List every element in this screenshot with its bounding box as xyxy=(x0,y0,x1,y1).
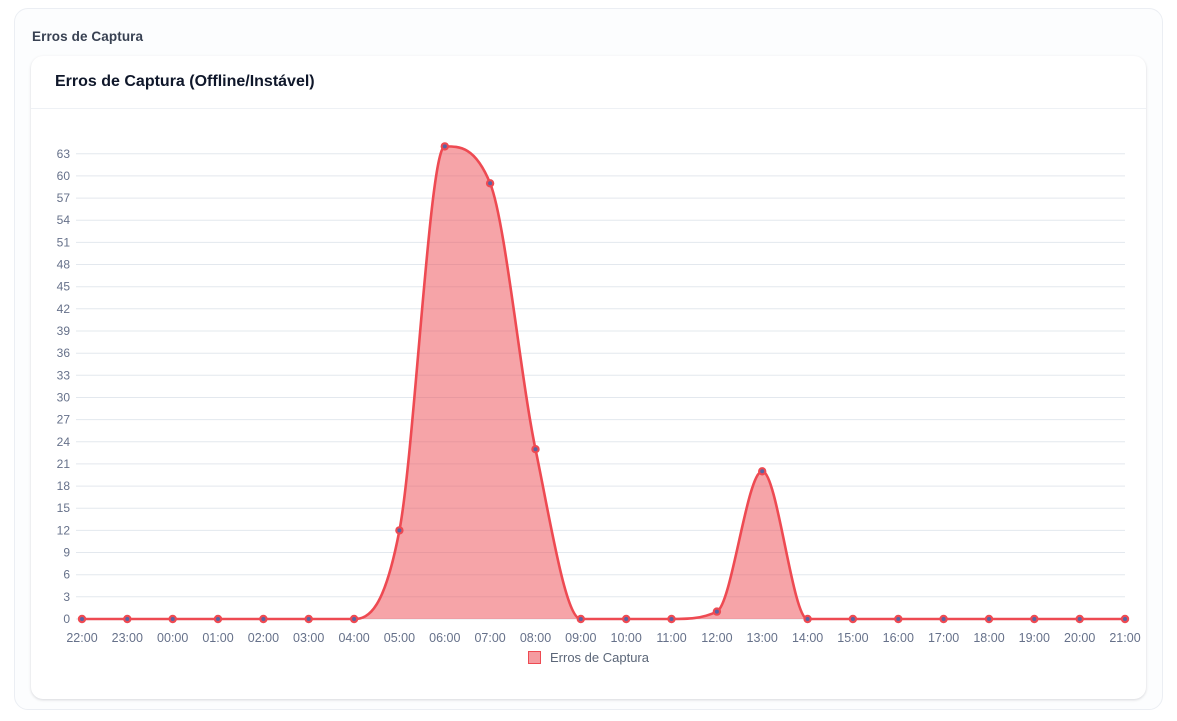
line-series xyxy=(82,145,1125,621)
y-tick-label: 15 xyxy=(57,501,71,515)
y-tick-label: 60 xyxy=(57,169,71,183)
data-point[interactable] xyxy=(213,614,223,624)
y-tick-label: 48 xyxy=(57,258,71,272)
data-point[interactable] xyxy=(531,445,540,454)
data-point[interactable] xyxy=(485,179,495,188)
y-tick-label: 33 xyxy=(57,368,71,382)
data-point[interactable] xyxy=(803,614,812,624)
data-point[interactable] xyxy=(77,614,87,624)
panel-title: Erros de Captura xyxy=(32,29,144,44)
data-point[interactable] xyxy=(1075,614,1084,624)
y-tick-label: 3 xyxy=(63,590,70,604)
x-tick-label: 07:00 xyxy=(474,631,505,644)
data-point[interactable] xyxy=(395,526,404,535)
data-point[interactable] xyxy=(349,614,359,624)
data-point[interactable] xyxy=(304,614,313,624)
x-tick-label: 13:00 xyxy=(747,631,778,644)
y-tick-label: 51 xyxy=(57,235,71,249)
data-point[interactable] xyxy=(440,142,449,151)
chart-card-header: Erros de Captura (Offline/Instável) xyxy=(31,56,1146,109)
data-point[interactable] xyxy=(894,614,903,624)
data-point[interactable] xyxy=(1030,614,1039,624)
x-tick-label: 14:00 xyxy=(792,631,823,644)
y-tick-label: 0 xyxy=(63,612,70,626)
x-tick-label: 01:00 xyxy=(202,631,233,644)
x-tick-label: 00:00 xyxy=(157,631,188,644)
area-fill xyxy=(82,146,1125,619)
y-tick-label: 54 xyxy=(57,213,71,227)
x-tick-label: 17:00 xyxy=(928,631,959,644)
x-tick-label: 21:00 xyxy=(1109,631,1140,644)
y-tick-label: 9 xyxy=(63,546,70,560)
data-point[interactable] xyxy=(758,467,767,476)
y-tick-label: 63 xyxy=(57,147,71,161)
x-tick-label: 15:00 xyxy=(837,631,868,644)
y-tick-label: 24 xyxy=(57,435,71,449)
x-tick-label: 19:00 xyxy=(1019,631,1050,644)
x-tick-label: 05:00 xyxy=(384,631,415,644)
x-tick-label: 16:00 xyxy=(883,631,914,644)
y-tick-label: 18 xyxy=(57,479,71,493)
data-point[interactable] xyxy=(576,614,586,624)
data-point[interactable] xyxy=(667,614,676,624)
data-point[interactable] xyxy=(939,614,948,624)
x-tick-label: 02:00 xyxy=(248,631,279,644)
x-tick-label: 08:00 xyxy=(520,631,551,644)
y-tick-label: 30 xyxy=(57,391,71,405)
y-tick-label: 45 xyxy=(57,280,71,294)
y-tick-label: 27 xyxy=(57,413,71,427)
data-point[interactable] xyxy=(168,614,177,624)
y-tick-label: 57 xyxy=(57,191,71,205)
x-tick-label: 23:00 xyxy=(112,631,143,644)
data-point[interactable] xyxy=(123,614,132,624)
x-tick-label: 20:00 xyxy=(1064,631,1095,644)
legend-swatch-icon xyxy=(528,651,541,664)
legend-item-erros-de-captura[interactable]: Erros de Captura xyxy=(31,650,1146,665)
x-tick-label: 18:00 xyxy=(973,631,1004,644)
x-tick-label: 03:00 xyxy=(293,631,324,644)
y-tick-label: 36 xyxy=(57,346,71,360)
y-tick-label: 42 xyxy=(57,302,71,316)
data-point[interactable] xyxy=(848,614,858,624)
data-point[interactable] xyxy=(622,614,631,624)
chart-title: Erros de Captura (Offline/Instável) xyxy=(55,73,315,90)
data-point[interactable] xyxy=(1120,614,1130,624)
y-tick-label: 6 xyxy=(63,568,70,582)
y-tick-label: 39 xyxy=(57,324,71,338)
y-tick-label: 12 xyxy=(57,523,71,537)
x-tick-label: 22:00 xyxy=(66,631,97,644)
x-tick-label: 10:00 xyxy=(611,631,642,644)
x-tick-label: 11:00 xyxy=(656,631,686,644)
x-tick-label: 06:00 xyxy=(429,631,460,644)
chart-area: 0 3 6 9 12 15 18 21 24 27 30 33 36 39 42 45 48 51 54 57 60 63… xyxy=(31,109,1146,699)
x-tick-label: 09:00 xyxy=(565,631,596,644)
x-tick-label: 12:00 xyxy=(701,631,732,644)
capture-errors-panel: Erros de Captura Erros de Captura (Offli… xyxy=(14,8,1163,710)
data-point[interactable] xyxy=(712,607,722,616)
y-tick-label: 21 xyxy=(57,457,71,471)
data-point[interactable] xyxy=(984,614,994,624)
line-chart[interactable]: 0369121518212427303336394245485154576063… xyxy=(31,109,1146,644)
legend-label: Erros de Captura xyxy=(550,650,649,665)
x-tick-label: 04:00 xyxy=(338,631,369,644)
data-point[interactable] xyxy=(259,614,268,624)
